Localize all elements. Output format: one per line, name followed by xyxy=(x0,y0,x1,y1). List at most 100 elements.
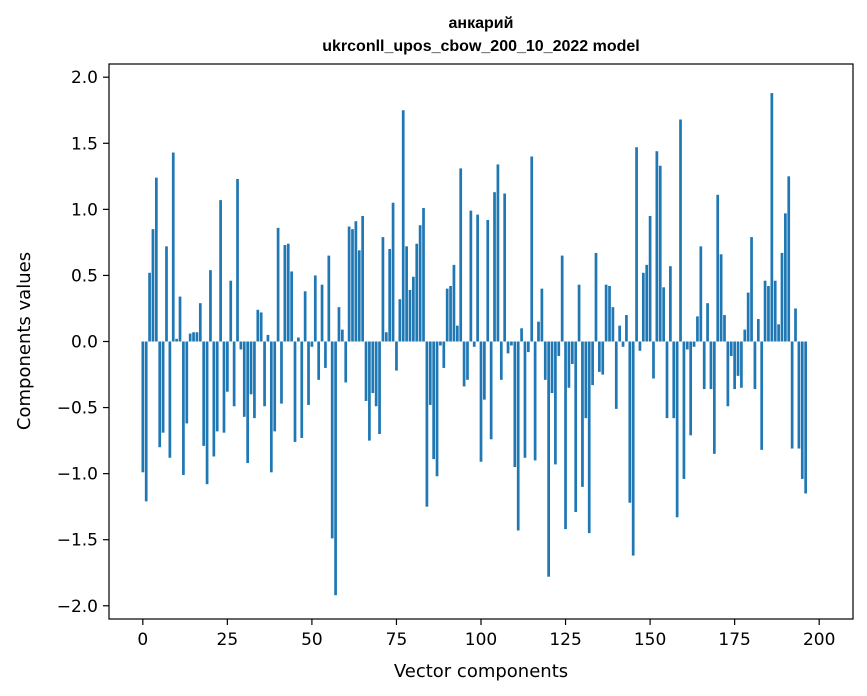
bar-153 xyxy=(658,165,662,342)
x-tick-label: 75 xyxy=(386,630,408,650)
bar-0 xyxy=(141,341,145,473)
bar-145 xyxy=(631,341,635,556)
bar-71 xyxy=(381,237,385,342)
bar-130 xyxy=(581,341,584,487)
bar-8 xyxy=(168,341,172,458)
bar-27 xyxy=(232,341,236,407)
bar-174 xyxy=(729,341,733,357)
bar-158 xyxy=(675,341,679,518)
x-axis-label: Vector components xyxy=(394,661,568,682)
bar-94 xyxy=(459,168,463,342)
bar-156 xyxy=(669,266,672,342)
x-tick-label: 100 xyxy=(465,630,497,650)
bar-116 xyxy=(533,341,537,461)
bar-2 xyxy=(148,272,151,342)
bar-85 xyxy=(428,341,432,405)
bar-120 xyxy=(547,341,550,577)
bar-165 xyxy=(699,246,703,342)
bar-29 xyxy=(239,341,243,350)
y-tick-label: 1.0 xyxy=(71,200,98,220)
bar-106 xyxy=(499,341,503,380)
bar-35 xyxy=(259,312,263,342)
bar-5 xyxy=(158,341,162,448)
y-tick-label: 2.0 xyxy=(71,68,98,88)
bar-128 xyxy=(574,341,578,512)
y-axis-label: Components values xyxy=(14,252,35,430)
bar-118 xyxy=(540,288,544,342)
bar-127 xyxy=(570,341,574,364)
bar-77 xyxy=(401,110,405,342)
x-tick-label: 150 xyxy=(634,630,666,650)
bar-59 xyxy=(340,329,344,342)
bar-122 xyxy=(554,341,557,465)
bar-194 xyxy=(797,341,801,449)
y-tick-label: −0.5 xyxy=(57,399,98,419)
bar-171 xyxy=(719,254,723,342)
bar-193 xyxy=(794,308,797,342)
bar-26 xyxy=(229,280,233,342)
bar-50 xyxy=(310,341,314,347)
x-axis-ticks: 0 25 50 75 100 125 150 175 200 xyxy=(137,619,835,650)
bar-191 xyxy=(787,176,791,342)
bar-110 xyxy=(513,341,517,468)
bar-89 xyxy=(442,341,446,368)
bar-17 xyxy=(198,303,202,342)
bar-105 xyxy=(496,164,500,342)
bar-161 xyxy=(685,341,689,350)
bar-138 xyxy=(608,286,611,342)
bar-144 xyxy=(628,341,632,503)
bar-192 xyxy=(790,341,794,449)
bar-150 xyxy=(648,215,652,342)
bar-36 xyxy=(263,341,266,407)
bar-81 xyxy=(415,243,419,342)
bar-121 xyxy=(550,341,554,394)
bar-90 xyxy=(445,288,449,342)
bar-55 xyxy=(327,255,331,342)
bar-4 xyxy=(154,177,158,342)
bar-151 xyxy=(652,341,655,379)
bar-162 xyxy=(689,341,693,436)
bar-142 xyxy=(621,341,625,347)
bar-60 xyxy=(344,341,348,383)
bar-135 xyxy=(598,341,601,372)
x-tick-label: 125 xyxy=(549,630,581,650)
bar-31 xyxy=(246,341,250,464)
bar-163 xyxy=(692,341,696,347)
bar-189 xyxy=(780,252,784,342)
bar-87 xyxy=(435,341,439,477)
bar-39 xyxy=(273,341,277,432)
bar-96 xyxy=(466,341,469,380)
bar-146 xyxy=(635,147,638,342)
bar-11 xyxy=(178,296,182,342)
bars-group xyxy=(141,93,808,596)
bar-9 xyxy=(171,152,175,342)
bar-22 xyxy=(215,341,219,432)
bar-136 xyxy=(601,341,605,375)
x-tick-label: 200 xyxy=(803,630,835,650)
bar-124 xyxy=(560,255,564,342)
bar-53 xyxy=(320,284,324,342)
bar-125 xyxy=(564,341,567,530)
bar-78 xyxy=(405,246,408,342)
bar-38 xyxy=(269,341,273,473)
bar-123 xyxy=(557,341,561,357)
bar-169 xyxy=(712,341,716,454)
bar-12 xyxy=(182,341,185,475)
bar-33 xyxy=(253,341,256,419)
bar-58 xyxy=(337,307,341,342)
chart-title-line-1: анкарий xyxy=(449,15,514,32)
x-tick-label: 50 xyxy=(301,630,323,650)
bar-187 xyxy=(773,280,777,342)
bar-40 xyxy=(276,227,280,342)
bar-28 xyxy=(236,178,239,342)
bar-178 xyxy=(743,329,747,342)
bar-19 xyxy=(205,341,209,485)
bar-14 xyxy=(188,333,192,342)
bar-114 xyxy=(526,341,530,353)
bar-173 xyxy=(726,341,730,407)
bar-54 xyxy=(324,341,327,368)
bar-75 xyxy=(395,341,398,371)
bar-37 xyxy=(266,334,270,342)
bar-181 xyxy=(753,341,757,390)
bar-13 xyxy=(185,341,189,424)
